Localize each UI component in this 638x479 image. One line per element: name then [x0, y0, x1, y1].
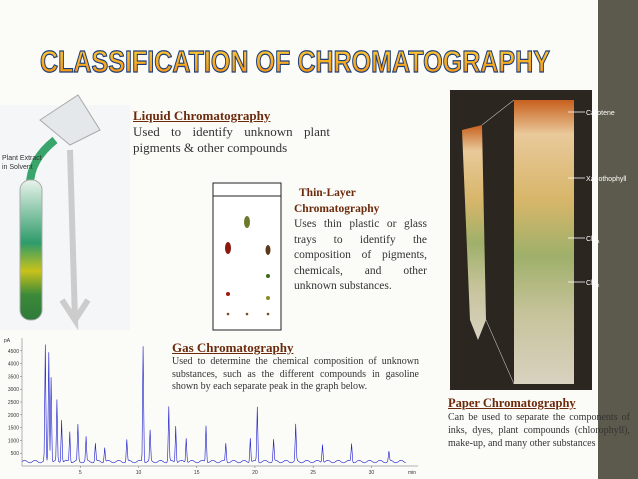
heading: Liquid Chromatography: [133, 108, 271, 123]
label-text: Chl: [586, 280, 597, 287]
side-bar: [598, 0, 638, 479]
spot: [244, 216, 250, 228]
body: Used to identify unknown plant pigments …: [133, 124, 330, 155]
x-unit: min: [408, 470, 416, 476]
image-label: in Solvent: [2, 164, 33, 171]
y-tick-label: 500: [11, 451, 20, 457]
x-tick-label: 20: [252, 470, 258, 476]
test-tube: [19, 179, 43, 321]
arrow: [59, 149, 91, 331]
title: CLASSIFICATION OF CHROMATOGRAPHY: [40, 44, 550, 79]
photo-label: Chlb: [586, 280, 600, 289]
y-tick-label: 1000: [8, 438, 19, 444]
heading: Gas Chromatography: [172, 340, 294, 355]
y-unit: pA: [4, 338, 11, 344]
spot: [266, 312, 270, 316]
x-tick-label: 30: [369, 470, 375, 476]
label-text: Carotene: [586, 110, 615, 117]
spot: [265, 245, 271, 255]
paper-strip: [462, 125, 486, 340]
image-label: Plant Extract: [2, 155, 42, 162]
tlc-plate: [212, 182, 282, 331]
label-text: Chl: [586, 236, 597, 243]
y-tick-label: 1500: [8, 426, 19, 432]
y-tick-label: 3000: [8, 387, 19, 393]
body: Uses thin plastic or glass trays to iden…: [294, 218, 427, 292]
y-tick-label: 4500: [8, 349, 19, 355]
photo-label: Xanothophyll: [586, 176, 627, 183]
photo-label: Carotene: [586, 110, 615, 117]
x-tick-label: 25: [310, 470, 316, 476]
spot: [245, 312, 249, 316]
paper-section: Paper Chromatography Can be used to sepa…: [448, 396, 630, 450]
paper-strip: [514, 100, 574, 384]
heading: Thin-Layer: [299, 187, 356, 199]
thin-layer-section: Thin-Layer Chromatography Uses thin plas…: [294, 186, 427, 295]
spot: [225, 242, 231, 254]
body: Can be used to separate the components o…: [448, 412, 630, 449]
body: Used to determine the chemical compositi…: [172, 356, 419, 392]
x-tick-label: 10: [136, 470, 142, 476]
x-tick-label: 15: [194, 470, 200, 476]
photo-label: Chla: [586, 236, 600, 245]
label-sub: a: [597, 239, 600, 245]
gc-graph: pA 4500 4000 3500 3000 2500 2000 1500 1000 500 5 10…: [4, 338, 418, 476]
gas-section: Gas Chromatography Used to determine the…: [172, 340, 419, 394]
x-tick-label: 5: [79, 470, 82, 476]
spot: [266, 274, 270, 278]
y-tick-label: 3500: [8, 374, 19, 380]
funnel: [39, 94, 101, 146]
spot: [266, 296, 270, 300]
label-sub: b: [597, 283, 600, 289]
spot: [226, 292, 230, 296]
heading: Paper Chromatography: [448, 396, 576, 410]
liquid-section: Liquid Chromatography Used to identify u…: [133, 108, 330, 156]
trace: [21, 344, 406, 464]
heading: Chromatography: [294, 202, 380, 215]
zoom-lines: [481, 99, 515, 385]
y-tick-label: 2000: [8, 413, 19, 419]
y-tick-label: 4000: [8, 362, 19, 368]
y-tick-label: 2500: [8, 400, 19, 406]
spot: [226, 312, 230, 316]
label-text: Xanothophyll: [586, 176, 627, 183]
